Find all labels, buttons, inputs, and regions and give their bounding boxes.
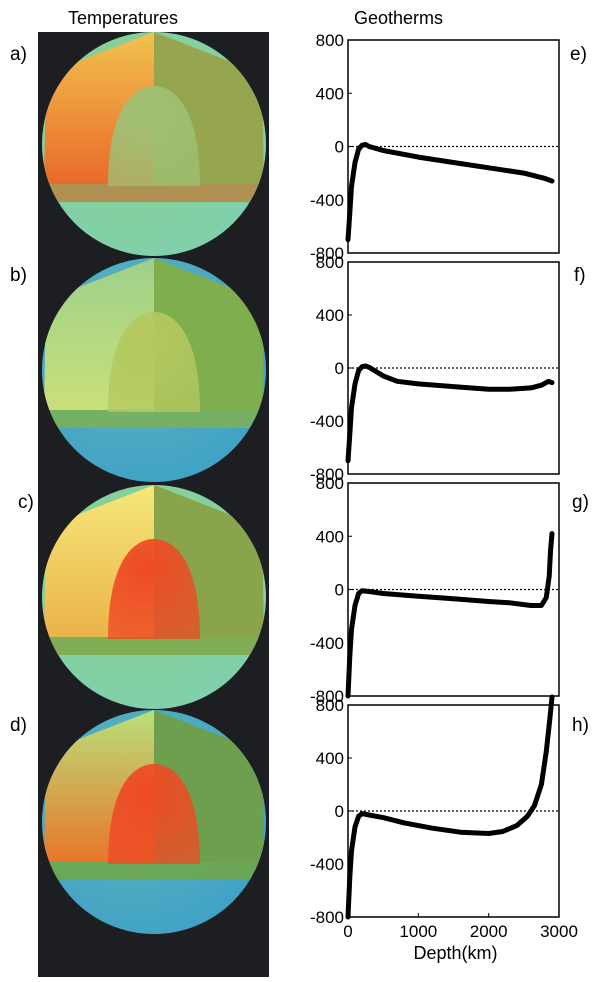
panel-label-f: f) bbox=[574, 265, 586, 286]
y-tick-label: 400 bbox=[316, 84, 344, 103]
y-tick-label: -800 bbox=[310, 244, 344, 263]
panel-label-b: b) bbox=[10, 265, 27, 286]
geotherm-curve bbox=[345, 363, 555, 464]
cut-floor bbox=[42, 862, 266, 880]
cut-floor bbox=[42, 637, 266, 655]
geotherm-panel-f: 800 400 0 -400 -800 bbox=[310, 253, 560, 484]
y-tick-label: -400 bbox=[310, 191, 344, 210]
temperatures-header: Temperatures bbox=[68, 8, 179, 28]
x-tick-label: 0 bbox=[343, 922, 352, 941]
y-tick-label: -800 bbox=[310, 687, 344, 706]
y-tick-label: -800 bbox=[310, 908, 344, 927]
geotherms-header: Geotherms bbox=[354, 8, 444, 28]
geotherm-curve bbox=[345, 694, 555, 920]
cut-floor bbox=[42, 410, 266, 428]
y-tick-label: 800 bbox=[316, 474, 344, 493]
x-axis-title: Depth(km) bbox=[413, 943, 497, 963]
cut-floor bbox=[42, 184, 266, 202]
temperature-spheres bbox=[42, 32, 266, 934]
geotherm-panel-e: 800 400 0 -400 -800 bbox=[310, 31, 560, 263]
y-tick-label: -400 bbox=[310, 634, 344, 653]
y-tick-label: 400 bbox=[316, 527, 344, 546]
panel-label-g: g) bbox=[572, 492, 589, 513]
y-tick-label: 0 bbox=[335, 581, 344, 600]
y-tick-label: -800 bbox=[310, 465, 344, 484]
core-dome bbox=[108, 86, 200, 186]
panel-label-c: c) bbox=[18, 492, 34, 513]
x-tick-label: 3000 bbox=[540, 922, 578, 941]
panel-label-h: h) bbox=[572, 715, 589, 736]
core-dome bbox=[108, 312, 200, 412]
y-tick-label: 800 bbox=[316, 253, 344, 272]
x-tick-label: 1000 bbox=[399, 922, 437, 941]
sphere-a bbox=[42, 32, 266, 256]
sphere-d bbox=[42, 710, 266, 934]
geotherm-curve bbox=[345, 142, 555, 243]
y-tick-label: 800 bbox=[316, 696, 344, 715]
sphere-b bbox=[42, 258, 266, 482]
y-tick-label: 0 bbox=[335, 359, 344, 378]
panel-label-e: e) bbox=[570, 44, 587, 65]
y-tick-label: 0 bbox=[335, 802, 344, 821]
panel-label-a: a) bbox=[10, 44, 27, 65]
core-dome bbox=[108, 539, 200, 639]
panel-label-d: d) bbox=[10, 715, 27, 736]
x-tick-label: 2000 bbox=[470, 922, 508, 941]
y-tick-label: -400 bbox=[310, 855, 344, 874]
temperature-spheres-strip bbox=[38, 32, 269, 977]
geotherm-curve bbox=[345, 531, 555, 699]
y-tick-label: -400 bbox=[310, 412, 344, 431]
y-tick-label: 800 bbox=[316, 31, 344, 50]
geotherm-panel-g: 800 400 0 -400 -800 bbox=[310, 474, 560, 706]
y-tick-label: 0 bbox=[335, 138, 344, 157]
core-dome bbox=[108, 764, 200, 864]
y-tick-label: 400 bbox=[316, 749, 344, 768]
sphere-c bbox=[42, 485, 266, 709]
y-tick-label: 400 bbox=[316, 306, 344, 325]
